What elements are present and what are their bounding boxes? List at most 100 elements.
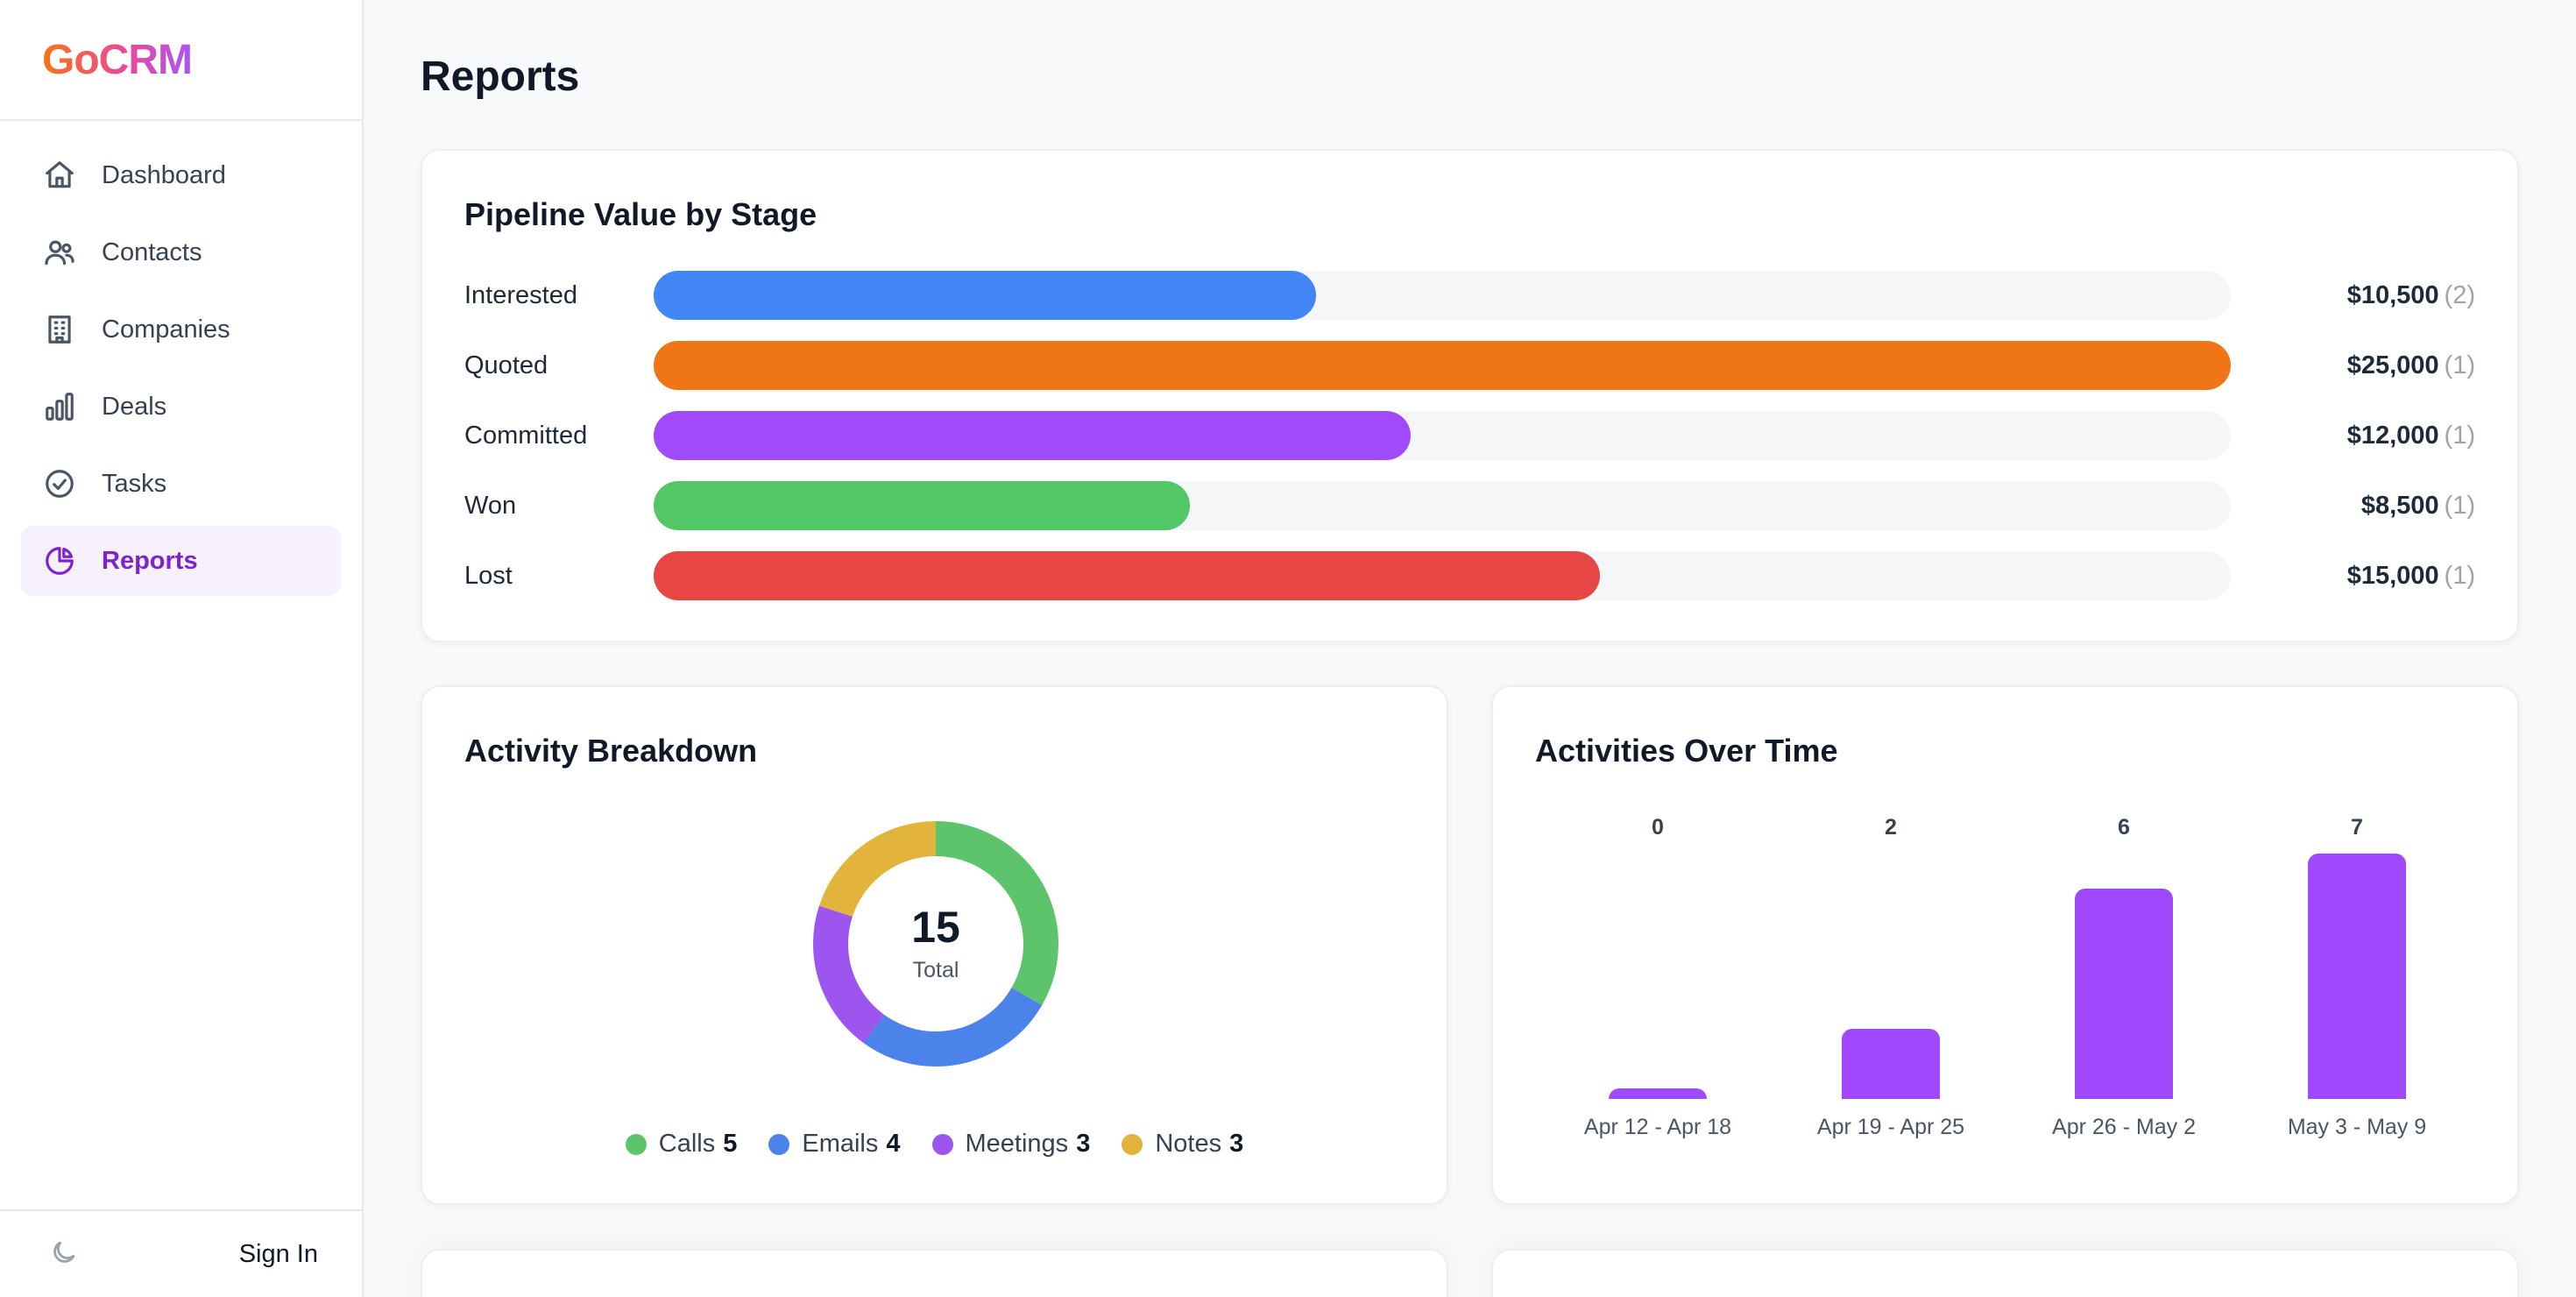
pipeline-row: Won $8,500 (1) bbox=[464, 481, 2475, 530]
bar-chart-icon bbox=[42, 389, 77, 424]
stage-label: Lost bbox=[464, 562, 513, 590]
donut-total: 15 bbox=[911, 902, 960, 952]
bar bbox=[1842, 1029, 1940, 1099]
activity-breakdown-card: Activity Breakdown 15 Total Calls 5 Emails… bbox=[421, 685, 1448, 1205]
bar-value-label: 7 bbox=[2351, 815, 2363, 840]
donut-slice-meetings bbox=[813, 821, 1058, 1067]
donut-svg bbox=[813, 821, 1058, 1067]
legend-label: Emails bbox=[802, 1130, 879, 1158]
legend-dot bbox=[625, 1133, 647, 1155]
stage-bar bbox=[654, 341, 2231, 390]
legend-count: 4 bbox=[886, 1130, 901, 1158]
donut-center: 15 Total bbox=[810, 819, 1061, 1069]
page-title: Reports bbox=[421, 53, 580, 100]
stage-count: (1) bbox=[2444, 562, 2475, 590]
check-circle-icon bbox=[42, 466, 77, 501]
sidebar-item-label: Tasks bbox=[102, 469, 167, 498]
bar bbox=[1609, 1088, 1707, 1099]
stage-value: $15,000 (1) bbox=[2347, 562, 2475, 591]
home-icon bbox=[42, 158, 77, 193]
building-icon bbox=[42, 312, 77, 347]
moon-icon[interactable] bbox=[49, 1237, 79, 1272]
main-content: Reports Pipeline Value by Stage Interest… bbox=[365, 0, 2576, 1297]
bar-value-label: 0 bbox=[1652, 815, 1664, 840]
sidebar-item-label: Reports bbox=[102, 546, 198, 575]
bar-category-label: Apr 12 - Apr 18 bbox=[1583, 1115, 1732, 1139]
legend-label: Meetings bbox=[965, 1130, 1069, 1158]
sidebar-item-tasks[interactable]: Tasks bbox=[21, 449, 341, 519]
pipeline-row: Interested $10,500 (2) bbox=[464, 271, 2475, 320]
pipeline-row: Committed $12,000 (1) bbox=[464, 411, 2475, 460]
stage-bar bbox=[654, 411, 1411, 460]
stage-label: Quoted bbox=[464, 351, 548, 379]
sidebar-item-dashboard[interactable]: Dashboard bbox=[21, 140, 341, 210]
stage-amount: $10,500 bbox=[2346, 281, 2439, 309]
stage-amount: $25,000 bbox=[2346, 351, 2439, 379]
bar-value-label: 6 bbox=[2118, 815, 2130, 840]
donut-slice-notes bbox=[813, 821, 1058, 1067]
pie-chart-icon bbox=[42, 543, 77, 578]
legend-item-calls: Calls 5 bbox=[625, 1130, 738, 1159]
stage-count: (1) bbox=[2444, 492, 2475, 520]
sidebar-item-contacts[interactable]: Contacts bbox=[21, 217, 341, 287]
donut-total-label: Total bbox=[912, 957, 959, 982]
stage-bar-track bbox=[654, 341, 2231, 390]
sidebar-item-label: Deals bbox=[102, 392, 167, 421]
stage-bar bbox=[654, 551, 1600, 600]
bar bbox=[2308, 854, 2406, 1099]
bar bbox=[2075, 889, 2173, 1099]
bar-category-label: May 3 - May 9 bbox=[2287, 1115, 2427, 1139]
sidebar-item-label: Dashboard bbox=[102, 160, 226, 189]
lower-right-card bbox=[1491, 1249, 2519, 1297]
brand-logo[interactable]: GoCRM bbox=[42, 36, 193, 83]
sidebar-footer: Sign In bbox=[0, 1209, 362, 1297]
stage-count: (1) bbox=[2444, 422, 2475, 450]
bar-category-label: Apr 19 - Apr 25 bbox=[1816, 1115, 1965, 1139]
sidebar-item-label: Companies bbox=[102, 315, 230, 344]
bar-column: 2 Apr 19 - Apr 25 bbox=[1777, 687, 2005, 1207]
pipeline-row: Lost $15,000 (1) bbox=[464, 551, 2475, 600]
stage-bar bbox=[654, 481, 1190, 530]
bar-column: 0 Apr 12 - Apr 18 bbox=[1544, 687, 1772, 1207]
stage-value: $8,500 (1) bbox=[2361, 492, 2475, 521]
stage-value: $10,500 (2) bbox=[2347, 281, 2475, 310]
pipeline-row: Quoted $25,000 (1) bbox=[464, 341, 2475, 390]
donut-legend: Calls 5 Emails 4 Meetings 3 Notes 3 bbox=[422, 1130, 1447, 1159]
bar-category-label: Apr 26 - May 2 bbox=[2052, 1115, 2196, 1139]
card-title: Activities Over Time bbox=[1535, 733, 1838, 769]
stage-amount: $15,000 bbox=[2346, 562, 2439, 590]
activities-over-time-card: Activities Over Time 0 Apr 12 - Apr 18 2 Ap… bbox=[1491, 685, 2519, 1205]
stage-bar bbox=[654, 271, 1316, 320]
stage-value: $12,000 (1) bbox=[2347, 422, 2475, 450]
sidebar-nav: Dashboard Contacts Companies Deals Tasks bbox=[0, 121, 362, 622]
stage-amount: $12,000 bbox=[2346, 422, 2439, 450]
stage-bar-track bbox=[654, 411, 2231, 460]
pipeline-card: Pipeline Value by Stage Interested $10,50… bbox=[421, 149, 2519, 642]
legend-count: 3 bbox=[1229, 1130, 1244, 1158]
stage-count: (1) bbox=[2444, 351, 2475, 379]
lower-left-card bbox=[421, 1249, 1448, 1297]
bar-column: 6 Apr 26 - May 2 bbox=[2010, 687, 2238, 1207]
sign-in-button[interactable]: Sign In bbox=[238, 1239, 318, 1268]
legend-item-emails: Emails 4 bbox=[768, 1130, 901, 1159]
card-title: Activity Breakdown bbox=[464, 733, 758, 769]
legend-count: 5 bbox=[723, 1130, 738, 1158]
legend-dot bbox=[768, 1133, 790, 1155]
stage-bar-track bbox=[654, 551, 2231, 600]
legend-count: 3 bbox=[1076, 1130, 1091, 1158]
stage-label: Committed bbox=[464, 422, 588, 450]
sidebar-item-reports[interactable]: Reports bbox=[21, 526, 341, 596]
sidebar-item-companies[interactable]: Companies bbox=[21, 294, 341, 365]
legend-item-notes: Notes 3 bbox=[1122, 1130, 1243, 1159]
stage-bar-track bbox=[654, 481, 2231, 530]
stage-count: (2) bbox=[2444, 281, 2475, 309]
legend-item-meetings: Meetings 3 bbox=[931, 1130, 1091, 1159]
stage-label: Won bbox=[464, 492, 517, 520]
sidebar-item-label: Contacts bbox=[102, 237, 202, 266]
brand-header: GoCRM bbox=[0, 0, 362, 121]
card-title: Pipeline Value by Stage bbox=[464, 196, 817, 232]
stage-label: Interested bbox=[464, 281, 577, 309]
stage-bar-track bbox=[654, 271, 2231, 320]
sidebar-item-deals[interactable]: Deals bbox=[21, 372, 341, 442]
bar-column: 7 May 3 - May 9 bbox=[2243, 687, 2471, 1207]
